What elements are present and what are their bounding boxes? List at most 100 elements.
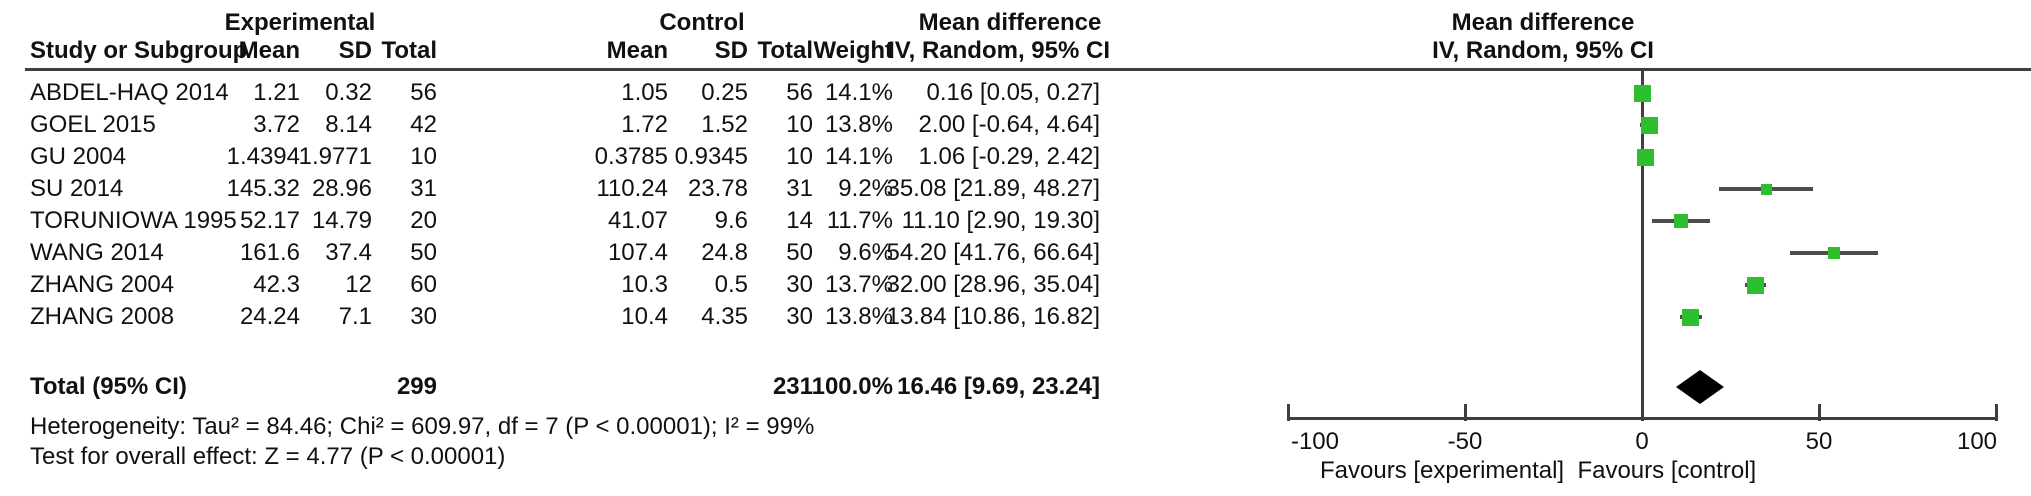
table-cell-exp_mean: 1.4394 <box>226 143 300 170</box>
table-cell-name: GU 2004 <box>30 143 127 170</box>
x-axis-tick-label: -100 <box>1290 428 1340 455</box>
table-cell-exp_total: 50 <box>410 239 437 266</box>
table-cell-exp_mean: 52.17 <box>239 207 300 234</box>
table-cell-ctl_sd: 9.6 <box>714 207 748 234</box>
group-header-control: Control <box>659 9 745 36</box>
table-cell-name: ABDEL-HAQ 2014 <box>30 79 229 106</box>
table-cell-ci_text: 32.00 [28.96, 35.04] <box>886 271 1100 298</box>
plot-subtitle: IV, Random, 95% CI <box>1432 37 1654 64</box>
table-cell-ctl_sd: 0.25 <box>701 79 748 106</box>
table-cell-weight: 13.8% <box>824 111 893 138</box>
table-cell-exp_total: 60 <box>410 271 437 298</box>
favours-right-label: Favours [control] <box>1577 457 1757 484</box>
zero-line <box>1641 71 1644 418</box>
table-cell-ci_text: 11.10 [2.90, 19.30] <box>901 207 1100 234</box>
column-header-exp-mean: Mean <box>238 37 300 64</box>
table-cell-ctl_mean: 0.3785 <box>594 143 668 170</box>
table-cell-ci_text: 0.16 [0.05, 0.27] <box>926 79 1100 106</box>
x-axis-tick <box>1463 404 1467 421</box>
table-cell-ci_text: 54.20 [41.76, 66.64] <box>886 239 1100 266</box>
x-axis-tick <box>1994 404 1998 421</box>
overall-effect-text: Test for overall effect: Z = 4.77 (P < 0… <box>30 443 506 470</box>
diamond-shape <box>1676 370 1725 404</box>
table-cell-name: ZHANG 2004 <box>30 271 175 298</box>
table-cell-exp_sd: 12 <box>345 271 372 298</box>
table-cell-exp_total: 42 <box>410 111 437 138</box>
table-cell-weight: 9.6% <box>838 239 893 266</box>
table-cell-ctl_mean: 107.4 <box>607 239 668 266</box>
table-cell-ctl_mean: 110.24 <box>596 175 668 202</box>
x-axis-tick-label: 0 <box>1635 428 1649 455</box>
column-header-ctl-sd: SD <box>714 37 748 64</box>
pooled-effect-diamond <box>1676 370 1725 404</box>
group-header-experimental: Experimental <box>224 9 376 36</box>
table-cell-ci_text: 13.84 [10.86, 16.82] <box>886 303 1100 330</box>
table-cell-ctl_sd: 0.5 <box>714 271 748 298</box>
table-cell-name: TORUNIOWA 1995 <box>30 207 237 234</box>
table-cell-ci_text: 1.06 [-0.29, 2.42] <box>918 143 1100 170</box>
table-cell-exp_sd: 28.96 <box>311 175 372 202</box>
total-exp-total: 299 <box>396 373 437 400</box>
table-cell-exp_sd: 0.32 <box>325 79 372 106</box>
table-cell-exp_sd: 8.14 <box>325 111 372 138</box>
table-cell-ctl_sd: 24.8 <box>701 239 748 266</box>
table-cell-name: SU 2014 <box>30 175 124 202</box>
study-marker <box>1682 308 1700 326</box>
table-cell-exp_mean: 161.6 <box>239 239 300 266</box>
favours-gap <box>1564 457 1577 484</box>
table-cell-weight: 9.2% <box>838 175 893 202</box>
table-cell-weight: 14.1% <box>824 143 893 170</box>
study-marker <box>1640 116 1658 134</box>
table-cell-weight: 11.7% <box>826 207 893 234</box>
table-cell-ctl_mean: 41.07 <box>607 207 668 234</box>
x-axis-tick <box>1286 404 1290 421</box>
table-cell-exp_mean: 42.3 <box>253 271 300 298</box>
table-cell-ci_text: 2.00 [-0.64, 4.64] <box>918 111 1100 138</box>
table-cell-ctl_total: 56 <box>786 79 813 106</box>
header-rule <box>25 68 2031 71</box>
table-cell-ctl_mean: 1.05 <box>621 79 668 106</box>
table-cell-name: ZHANG 2008 <box>30 303 175 330</box>
table-cell-exp_total: 56 <box>410 79 437 106</box>
table-cell-exp_sd: 14.79 <box>311 207 372 234</box>
study-marker <box>1634 84 1652 102</box>
table-cell-exp_mean: 145.32 <box>226 175 300 202</box>
x-axis-tick-label: 100 <box>1956 428 1998 455</box>
table-cell-ctl_total: 10 <box>786 111 813 138</box>
table-cell-ctl_sd: 23.78 <box>687 175 748 202</box>
heterogeneity-text: Heterogeneity: Tau² = 84.46; Chi² = 609.… <box>30 413 815 440</box>
table-cell-ctl_total: 30 <box>786 303 813 330</box>
table-cell-ctl_total: 10 <box>786 143 813 170</box>
plot-title: Mean difference <box>1451 9 1635 36</box>
table-cell-ctl_total: 31 <box>786 175 813 202</box>
table-cell-exp_mean: 1.21 <box>253 79 300 106</box>
table-cell-ctl_sd: 4.35 <box>701 303 748 330</box>
effect-column-subtitle: IV, Random, 95% CI <box>888 37 1110 64</box>
favours-caption: Favours [experimental] Favours [control] <box>1320 456 1756 486</box>
table-cell-ctl_mean: 10.3 <box>621 271 668 298</box>
table-cell-ctl_mean: 1.72 <box>621 111 668 138</box>
table-cell-weight: 13.8% <box>824 303 893 330</box>
table-cell-ctl_total: 30 <box>786 271 813 298</box>
table-cell-name: GOEL 2015 <box>30 111 156 138</box>
table-cell-exp_sd: 37.4 <box>325 239 372 266</box>
x-axis-tick-label: -50 <box>1447 428 1483 455</box>
column-header-exp-sd: SD <box>338 37 372 64</box>
table-cell-ctl_total: 50 <box>786 239 813 266</box>
table-cell-exp_total: 30 <box>410 303 437 330</box>
study-marker <box>1746 276 1764 294</box>
table-cell-exp_mean: 24.24 <box>239 303 300 330</box>
x-axis-tick <box>1640 404 1644 421</box>
study-marker <box>1827 247 1840 259</box>
column-header-ctl-mean: Mean <box>606 37 668 64</box>
table-cell-name: WANG 2014 <box>30 239 164 266</box>
table-cell-exp_sd: 1.9771 <box>298 143 372 170</box>
column-header-exp-total: Total <box>381 37 437 64</box>
table-cell-exp_total: 10 <box>410 143 437 170</box>
table-cell-weight: 13.7% <box>824 271 893 298</box>
study-marker <box>1760 183 1772 195</box>
study-marker <box>1674 214 1689 228</box>
total-label: Total (95% CI) <box>30 373 187 400</box>
column-header-weight: Weight <box>813 37 893 64</box>
